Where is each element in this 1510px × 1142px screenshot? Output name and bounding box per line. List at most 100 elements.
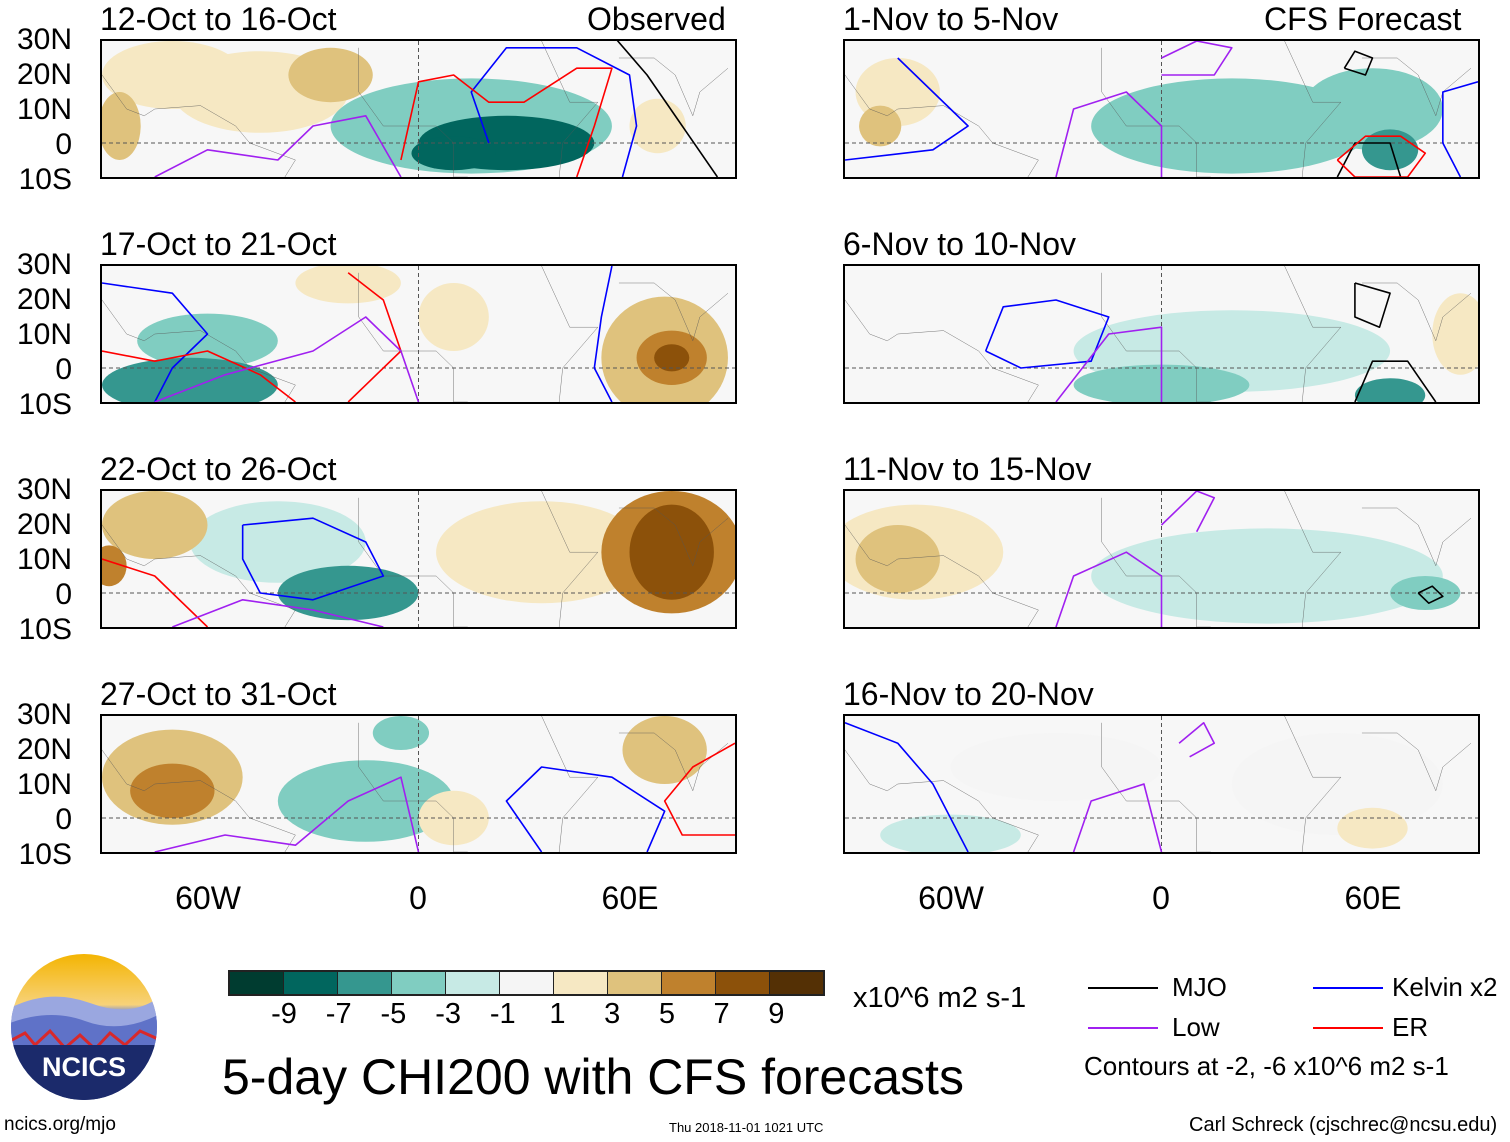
coastline bbox=[845, 41, 1038, 177]
coastline bbox=[1362, 508, 1471, 566]
lat-label: 10N bbox=[16, 543, 72, 576]
er-contour bbox=[102, 351, 295, 402]
coastline bbox=[845, 716, 1038, 852]
colorbar-label: -1 bbox=[489, 998, 516, 1030]
anomaly-region bbox=[372, 716, 430, 750]
low-contour bbox=[1162, 491, 1215, 532]
legend-mjo: MJO bbox=[1172, 972, 1227, 1002]
lat-label: 30N bbox=[16, 23, 72, 56]
observed-label: Observed bbox=[587, 1, 726, 37]
coastline bbox=[845, 266, 1038, 402]
lat-label: 10S bbox=[18, 613, 72, 646]
mjo-contour bbox=[1344, 51, 1372, 75]
coastline bbox=[619, 508, 728, 566]
anomaly-region bbox=[1432, 293, 1478, 375]
coastline bbox=[1362, 283, 1471, 341]
coastline bbox=[102, 41, 295, 177]
coastline bbox=[359, 723, 468, 852]
anomaly-region bbox=[436, 501, 648, 604]
colorbar-swatch bbox=[284, 972, 338, 994]
lat-label: 20N bbox=[16, 733, 72, 766]
map-svg bbox=[845, 491, 1478, 627]
panel-title: 17-Oct to 21-Oct bbox=[100, 226, 337, 262]
low-contour bbox=[1056, 92, 1162, 177]
colorbar-label: 3 bbox=[604, 998, 621, 1030]
coastline bbox=[845, 491, 1038, 627]
anomaly-region bbox=[1390, 576, 1461, 610]
low-contour bbox=[1056, 327, 1162, 402]
contours-note: Contours at -2, -6 x10^6 m2 s-1 bbox=[1084, 1051, 1449, 1081]
units-label: x10^6 m2 s-1 bbox=[853, 982, 1027, 1014]
map-svg bbox=[845, 266, 1478, 402]
mjo-contour bbox=[1355, 283, 1390, 327]
coastline bbox=[359, 48, 468, 177]
map-panel bbox=[843, 264, 1480, 404]
anomaly-region bbox=[295, 266, 401, 304]
coastline bbox=[542, 716, 598, 852]
anomaly-region bbox=[102, 357, 278, 402]
low-contour bbox=[1074, 784, 1162, 852]
legend-low: Low bbox=[1172, 1012, 1220, 1042]
coastline bbox=[1362, 733, 1471, 791]
anomaly-region bbox=[654, 344, 690, 372]
legend-kelvin: Kelvin x2 bbox=[1392, 972, 1498, 1002]
lon-label: 0 bbox=[409, 880, 427, 916]
colorbar-swatch bbox=[500, 972, 554, 994]
mjo-contour bbox=[1355, 361, 1436, 402]
colorbar bbox=[228, 970, 825, 996]
map-panel bbox=[843, 489, 1480, 629]
er-contour bbox=[665, 743, 735, 835]
colorbar-label: 9 bbox=[768, 998, 785, 1030]
lat-label: 10N bbox=[16, 768, 72, 801]
site-link[interactable]: ncics.org/mjo bbox=[4, 1114, 116, 1135]
colorbar-label: -7 bbox=[325, 998, 352, 1030]
colorbar-label: 5 bbox=[658, 998, 675, 1030]
low-contour bbox=[155, 777, 419, 852]
lat-label: 10S bbox=[18, 163, 72, 196]
timestamp: Thu 2018-11-01 1021 UTC bbox=[669, 1120, 824, 1135]
coastline bbox=[619, 733, 728, 791]
kelvin-contour bbox=[845, 58, 968, 160]
anomaly-region bbox=[130, 763, 215, 818]
logo-graphic bbox=[11, 954, 157, 1100]
anomaly-region bbox=[1354, 378, 1426, 402]
kelvin-contour bbox=[506, 767, 664, 852]
map-panel bbox=[843, 39, 1480, 179]
anomaly-region bbox=[629, 504, 714, 600]
colorbar-swatch bbox=[770, 972, 823, 994]
coastline bbox=[359, 273, 468, 402]
lon-label: 0 bbox=[1152, 880, 1170, 916]
lat-label: 30N bbox=[16, 248, 72, 281]
anomaly-region bbox=[1302, 68, 1443, 150]
lat-label: 20N bbox=[16, 283, 72, 316]
colorbar-label: -9 bbox=[271, 998, 297, 1030]
coastline bbox=[619, 58, 728, 116]
lat-label: 0 bbox=[55, 353, 72, 386]
lat-label: 0 bbox=[55, 578, 72, 611]
colorbar-label: 7 bbox=[713, 998, 730, 1030]
coastline bbox=[542, 41, 598, 177]
colorbar-label: -5 bbox=[380, 998, 407, 1030]
map-panel bbox=[100, 264, 737, 404]
low-contour bbox=[172, 600, 383, 627]
coastline bbox=[619, 283, 728, 341]
lat-label: 0 bbox=[55, 128, 72, 161]
credit: Carl Schreck (cjschrec@ncsu.edu) bbox=[1189, 1114, 1498, 1136]
lat-label: 10S bbox=[18, 838, 72, 871]
anomaly-region bbox=[859, 105, 902, 147]
lat-label: 30N bbox=[16, 698, 72, 731]
coastline bbox=[359, 498, 468, 627]
er-contour bbox=[401, 68, 612, 177]
colorbar-swatch bbox=[716, 972, 770, 994]
lat-label: 10N bbox=[16, 318, 72, 351]
coastline bbox=[542, 491, 598, 627]
panel-title: 11-Nov to 15-Nov bbox=[843, 451, 1092, 487]
colorbar-swatch bbox=[608, 972, 662, 994]
coastline bbox=[1102, 273, 1211, 402]
low-contour bbox=[1056, 552, 1162, 627]
anomaly-region bbox=[277, 760, 454, 842]
kelvin-contour bbox=[594, 266, 612, 402]
kelvin-contour bbox=[471, 48, 636, 177]
map-svg bbox=[102, 716, 735, 852]
